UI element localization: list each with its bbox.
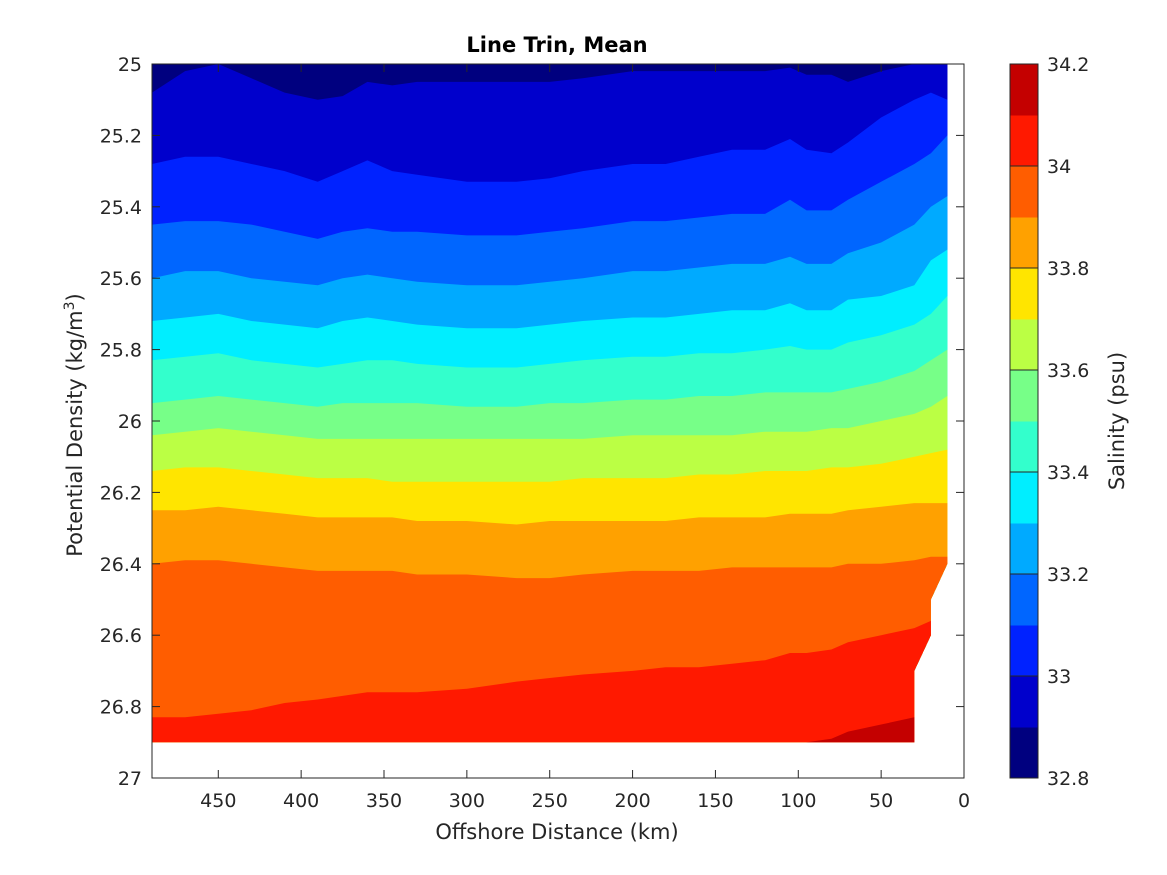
colorbar-tick-label: 33 (1047, 666, 1071, 688)
x-tick-label: 0 (958, 790, 970, 812)
y-tick-label: 26.2 (100, 482, 142, 504)
y-tick-label: 26.6 (100, 625, 142, 647)
colorbar-swatch (1010, 523, 1038, 575)
colorbar-swatch (1010, 217, 1038, 269)
colorbar-swatch (1010, 268, 1038, 320)
colorbar-ticks: 32.8 33 33.2 33.4 33.6 33.8 34 34.2 (1010, 54, 1089, 790)
colorbar-swatch (1010, 472, 1038, 524)
y-tick-label: 25.6 (100, 268, 142, 290)
y-axis-label-main: Potential Density (kg/m (63, 310, 87, 556)
colorbar-swatch (1010, 676, 1038, 728)
contour-band (152, 620, 948, 743)
chart-title: Line Trin, Mean (466, 33, 647, 57)
colorbar-swatch (1010, 625, 1038, 677)
y-tick-label: 26.8 (100, 697, 142, 719)
colorbar-swatch (1010, 115, 1038, 167)
x-tick-label: 100 (780, 790, 816, 812)
y-tick-label: 25.2 (100, 125, 142, 147)
y-axis: 25 25.2 25.4 25.6 25.8 26 26.2 26.4 26.6 26.8 27 (100, 54, 964, 790)
colorbar-tick-label: 33.4 (1047, 462, 1089, 484)
colorbar-swatch (1010, 421, 1038, 473)
colorbar-swatch (1010, 64, 1038, 116)
y-axis-label: Potential Density (kg/m3) (62, 293, 87, 557)
colorbar-tick-label: 34 (1047, 156, 1071, 178)
colorbar-swatch (1010, 574, 1038, 626)
x-tick-label: 250 (532, 790, 568, 812)
colorbar-swatch (1010, 727, 1038, 779)
y-tick-label: 27 (118, 768, 142, 790)
contour-fill (152, 64, 948, 743)
colorbar-swatch (1010, 370, 1038, 422)
y-tick-label: 26 (118, 411, 142, 433)
y-axis-label-superscript: 3 (62, 301, 78, 310)
x-axis: 450 400 350 300 250 200 150 100 50 0 (200, 64, 970, 812)
x-tick-label: 150 (697, 790, 733, 812)
x-tick-label: 350 (366, 790, 402, 812)
y-tick-label: 26.4 (100, 554, 142, 576)
y-tick-label: 25.4 (100, 197, 142, 219)
colorbar-label: Salinity (psu) (1105, 352, 1129, 490)
colorbar-swatch (1010, 319, 1038, 371)
colorbar-tick-label: 32.8 (1047, 768, 1089, 790)
x-tick-label: 400 (283, 790, 319, 812)
x-tick-label: 300 (449, 790, 485, 812)
x-tick-label: 50 (869, 790, 893, 812)
colorbar-tick-label: 33.6 (1047, 360, 1089, 382)
y-tick-label: 25.8 (100, 340, 142, 362)
colorbar-tick-label: 33.8 (1047, 258, 1089, 280)
x-tick-label: 200 (614, 790, 650, 812)
y-axis-label-end: ) (63, 293, 87, 301)
x-axis-label: Offshore Distance (km) (435, 820, 678, 844)
colorbar-tick-label: 34.2 (1047, 54, 1089, 76)
colorbar-swatch (1010, 166, 1038, 218)
colorbar (1010, 64, 1038, 779)
colorbar-tick-label: 33.2 (1047, 564, 1089, 586)
y-tick-label: 25 (118, 54, 142, 76)
x-tick-label: 450 (200, 790, 236, 812)
